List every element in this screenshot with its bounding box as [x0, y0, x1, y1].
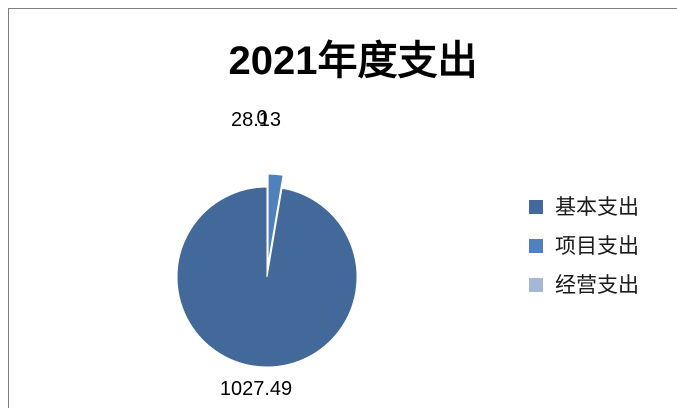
legend-swatch-operating	[529, 278, 543, 292]
data-label-project: 28.13	[231, 109, 281, 131]
chart-area: 2021年度支出 1027.49 28.13 0 基本支出 项目支出 经营支出	[8, 8, 677, 408]
pie-chart: 2021年度支出 1027.49 28.130 基本支出 项目支出 经营支出	[176, 39, 639, 400]
legend-label-project: 项目支出	[555, 234, 639, 258]
data-labels: 1027.49 28.130	[220, 107, 292, 400]
slice-project	[267, 173, 284, 265]
legend-swatch-project	[529, 239, 543, 253]
data-label-basic: 1027.49	[220, 378, 292, 400]
data-label-operating: 0	[256, 107, 267, 129]
legend: 基本支出 项目支出 经营支出	[529, 195, 639, 297]
slice-basic	[176, 186, 358, 368]
pie-slices	[176, 173, 358, 368]
legend-label-basic: 基本支出	[555, 195, 639, 219]
legend-swatch-basic	[529, 200, 543, 214]
chart-title: 2021年度支出	[229, 39, 478, 83]
legend-label-operating: 经营支出	[555, 273, 639, 297]
